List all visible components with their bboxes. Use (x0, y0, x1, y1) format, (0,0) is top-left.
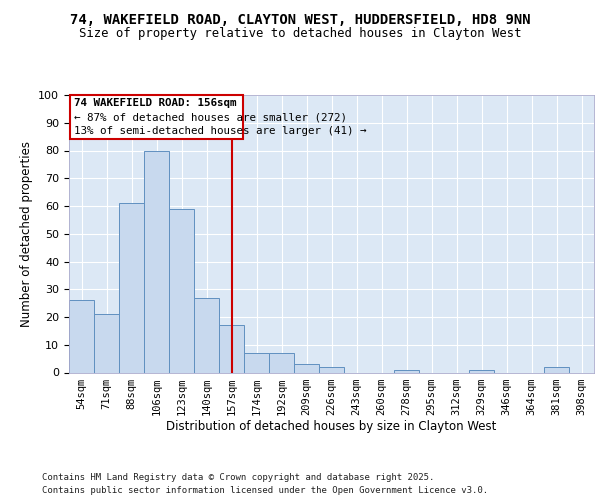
Bar (144, 150, 169, 372)
Text: Size of property relative to detached houses in Clayton West: Size of property relative to detached ho… (79, 28, 521, 40)
Bar (69, 300, 94, 372)
Bar (394, 370, 419, 372)
Bar (544, 367, 569, 372)
FancyBboxPatch shape (70, 95, 243, 140)
Bar (294, 364, 319, 372)
Bar (194, 298, 219, 372)
Bar (169, 209, 194, 372)
Bar (94, 314, 119, 372)
Bar (244, 353, 269, 372)
X-axis label: Distribution of detached houses by size in Clayton West: Distribution of detached houses by size … (166, 420, 497, 434)
Bar (469, 370, 494, 372)
Text: 74, WAKEFIELD ROAD, CLAYTON WEST, HUDDERSFIELD, HD8 9NN: 74, WAKEFIELD ROAD, CLAYTON WEST, HUDDER… (70, 12, 530, 26)
Text: Contains public sector information licensed under the Open Government Licence v3: Contains public sector information licen… (42, 486, 488, 495)
Bar (119, 203, 144, 372)
Y-axis label: Number of detached properties: Number of detached properties (20, 141, 33, 327)
Bar (219, 326, 244, 372)
Text: Contains HM Land Registry data © Crown copyright and database right 2025.: Contains HM Land Registry data © Crown c… (42, 472, 434, 482)
Text: 13% of semi-detached houses are larger (41) →: 13% of semi-detached houses are larger (… (74, 126, 367, 136)
Bar (269, 353, 294, 372)
Text: 74 WAKEFIELD ROAD: 156sqm: 74 WAKEFIELD ROAD: 156sqm (74, 98, 236, 108)
Bar (319, 367, 344, 372)
Text: ← 87% of detached houses are smaller (272): ← 87% of detached houses are smaller (27… (74, 112, 347, 122)
